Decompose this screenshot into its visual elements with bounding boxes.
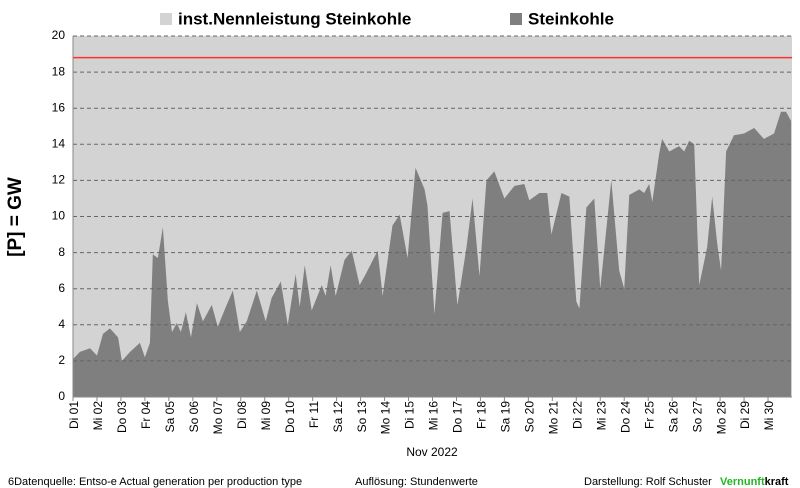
- x-tick-label: Di 15: [403, 401, 417, 429]
- y-tick-label: 16: [52, 100, 66, 114]
- footer-source: 6Datenquelle: Entso-e Actual generation …: [8, 476, 302, 488]
- x-tick-label: Fr 25: [642, 401, 656, 429]
- x-tick-label: Sa 12: [331, 401, 345, 433]
- y-tick-label: 18: [52, 64, 66, 78]
- x-tick-label: Mi 16: [427, 401, 441, 431]
- x-tick-label: Mo 28: [714, 401, 728, 435]
- x-tick-label: Mi 02: [91, 401, 105, 431]
- x-tick-label: Sa 05: [163, 401, 177, 433]
- y-tick-label: 10: [52, 209, 66, 223]
- brand-green: Vernunft: [720, 476, 765, 488]
- x-tick-label: Mo 14: [379, 401, 393, 435]
- x-tick-label: Mi 30: [762, 401, 776, 431]
- x-tick-label: Do 10: [283, 401, 297, 433]
- footer-brand: Vernunftkraft: [720, 476, 789, 488]
- x-tick-label: Fr 04: [139, 401, 153, 429]
- x-tick-label: Fr 18: [475, 401, 489, 429]
- x-tick-label: Do 03: [115, 401, 129, 433]
- x-tick-label: Do 24: [618, 401, 632, 433]
- legend-label: inst.Nennleistung Steinkohle: [178, 9, 411, 28]
- x-tick-label: Mo 21: [547, 401, 561, 435]
- x-tick-label: So 06: [187, 401, 201, 433]
- y-tick-label: 2: [58, 353, 65, 367]
- legend-swatch: [510, 13, 522, 25]
- legend-swatch: [160, 13, 172, 25]
- area: [73, 111, 792, 397]
- brand-black: kraft: [765, 476, 789, 488]
- x-tick-label: So 20: [523, 401, 537, 433]
- x-tick-label: Di 01: [67, 401, 81, 429]
- x-tick-label: Mo 07: [211, 401, 225, 435]
- y-axis-label: [P] = GW: [5, 177, 26, 257]
- y-tick-label: 20: [52, 28, 66, 42]
- y-tick-label: 6: [58, 281, 65, 295]
- x-tick-label: So 27: [690, 401, 704, 433]
- y-tick-label: 12: [52, 173, 66, 187]
- x-tick-label: Sa 19: [499, 401, 513, 433]
- x-axis-label: Nov 2022: [406, 445, 458, 459]
- footer-resolution: Auflösung: Stundenwerte: [355, 476, 478, 488]
- x-tick-label: Mi 09: [259, 401, 273, 431]
- footer-author: Darstellung: Rolf Schuster: [584, 476, 712, 488]
- y-tick-label: 8: [58, 245, 65, 259]
- legend-label: Steinkohle: [528, 9, 614, 28]
- x-tick-label: Di 08: [235, 401, 249, 429]
- x-tick-label: Di 22: [570, 401, 584, 429]
- x-tick-label: Sa 26: [666, 401, 680, 433]
- y-tick-label: 0: [58, 389, 65, 403]
- x-tick-label: Fr 11: [307, 401, 321, 428]
- x-tick-label: Di 29: [738, 401, 752, 429]
- x-tick-label: So 13: [355, 401, 369, 433]
- x-tick-label: Mi 23: [594, 401, 608, 431]
- x-tick-label: Do 17: [451, 401, 465, 433]
- y-tick-label: 14: [52, 136, 66, 150]
- y-tick-label: 4: [58, 317, 65, 331]
